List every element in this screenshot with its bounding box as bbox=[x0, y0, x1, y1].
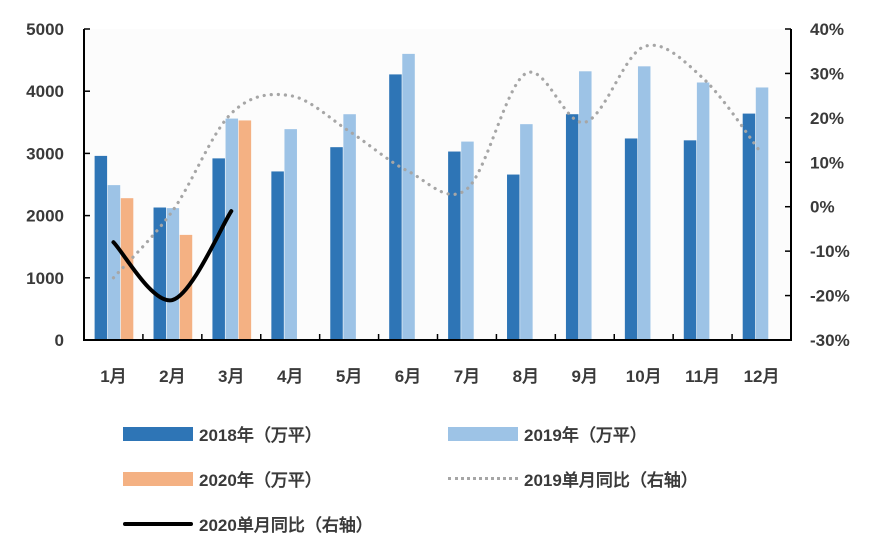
x-tick-label: 2月 bbox=[159, 367, 185, 386]
legend-swatch-2020 bbox=[123, 471, 193, 486]
bar-0-0 bbox=[94, 155, 108, 340]
legend-label-2018: 2018年（万平） bbox=[199, 426, 322, 445]
legend-swatch-2019-yoy bbox=[448, 472, 518, 486]
y2-tick-label: 0% bbox=[810, 198, 835, 217]
x-tick-label: 3月 bbox=[218, 367, 244, 386]
bar-0-4 bbox=[330, 147, 343, 340]
lines-layer bbox=[111, 43, 764, 303]
legend-item-2020-yoy: 2020单月同比（右轴） bbox=[123, 511, 373, 536]
y2-tick-label: 40% bbox=[810, 20, 844, 39]
bar-0-10 bbox=[683, 140, 697, 340]
bar-1-9 bbox=[637, 66, 651, 340]
y-tick-label: 3000 bbox=[26, 144, 64, 163]
bar-1-6 bbox=[461, 141, 474, 340]
bar-1-3 bbox=[284, 129, 297, 340]
bar-1-0 bbox=[107, 185, 121, 340]
bar-2-2 bbox=[238, 120, 252, 341]
y2-tick-label: 10% bbox=[810, 153, 844, 172]
legend-swatch-2020-yoy bbox=[123, 517, 193, 531]
x-axis-labels: 1月 2月 3月 4月 5月 6月 7月 8月 9月 10月 11月 12月 bbox=[100, 367, 779, 386]
bar-1-4 bbox=[343, 114, 356, 341]
bar-1-11 bbox=[755, 87, 769, 340]
x-tick-label: 6月 bbox=[395, 367, 421, 386]
y-axis-right-labels: -30% -20% -10% 0% 10% 20% 30% 40% bbox=[810, 20, 850, 350]
bar-0-1 bbox=[153, 207, 167, 340]
legend-label-2019-yoy: 2019单月同比（右轴） bbox=[524, 471, 698, 490]
x-tick-label: 8月 bbox=[513, 367, 539, 386]
plot-area bbox=[84, 29, 791, 340]
y2-tick-label: -10% bbox=[810, 242, 850, 261]
y2-tick-label: 30% bbox=[810, 64, 844, 83]
legend-swatch-2019 bbox=[448, 426, 518, 441]
x-tick-label: 11月 bbox=[685, 367, 720, 386]
bar-1-2 bbox=[225, 118, 239, 341]
bar-1-7 bbox=[520, 124, 533, 340]
bar-2-0 bbox=[120, 198, 134, 340]
y2-tick-label: 20% bbox=[810, 109, 844, 128]
y-tick-label: 5000 bbox=[26, 20, 64, 39]
bar-0-2 bbox=[212, 158, 225, 340]
y2-tick-label: -30% bbox=[810, 331, 850, 350]
x-tick-label: 7月 bbox=[454, 367, 480, 386]
bar-0-5 bbox=[389, 74, 402, 340]
bar-0-3 bbox=[271, 171, 284, 340]
line-series-4 bbox=[111, 209, 234, 303]
x-tick-label: 12月 bbox=[744, 367, 780, 386]
legend-label-2019: 2019年（万平） bbox=[524, 426, 647, 445]
bars-layer bbox=[94, 53, 769, 341]
bar-0-11 bbox=[742, 113, 756, 340]
bar-0-8 bbox=[565, 114, 579, 341]
bar-1-10 bbox=[696, 82, 710, 340]
legend-label-2020: 2020年（万平） bbox=[199, 471, 322, 490]
y-axis-left-labels: 0 1000 2000 3000 4000 5000 bbox=[26, 20, 64, 350]
y-tick-label: 0 bbox=[55, 331, 64, 350]
y-tick-label: 1000 bbox=[26, 269, 64, 288]
y2-tick-label: -20% bbox=[810, 287, 850, 306]
bar-1-5 bbox=[402, 53, 415, 340]
x-tick-label: 4月 bbox=[277, 367, 303, 386]
x-tick-label: 9月 bbox=[572, 367, 598, 386]
bar-0-6 bbox=[448, 151, 461, 340]
line-series-3 bbox=[111, 43, 764, 280]
bar-0-9 bbox=[624, 138, 638, 340]
legend-item-2019: 2019年（万平） bbox=[448, 421, 647, 446]
x-tick-label: 1月 bbox=[100, 367, 126, 386]
bar-0-7 bbox=[507, 174, 520, 340]
y-tick-label: 4000 bbox=[26, 82, 64, 101]
x-tick-label: 10月 bbox=[626, 367, 662, 386]
y-tick-label: 2000 bbox=[26, 207, 64, 226]
axes-layer bbox=[83, 28, 792, 341]
legend-label-2020-yoy: 2020单月同比（右轴） bbox=[199, 516, 373, 535]
bar-1-1 bbox=[166, 208, 180, 340]
x-tick-label: 5月 bbox=[336, 367, 362, 386]
legend-item-2019-yoy: 2019单月同比（右轴） bbox=[448, 466, 698, 491]
chart: 0 1000 2000 3000 4000 5000 -30% -20% -10% 0% 10% 2… bbox=[26, 20, 850, 386]
legend-swatch-2018 bbox=[123, 426, 193, 441]
bar-1-8 bbox=[579, 71, 592, 341]
legend-item-2018: 2018年（万平） bbox=[123, 421, 322, 446]
legend-item-2020: 2020年（万平） bbox=[123, 466, 322, 491]
